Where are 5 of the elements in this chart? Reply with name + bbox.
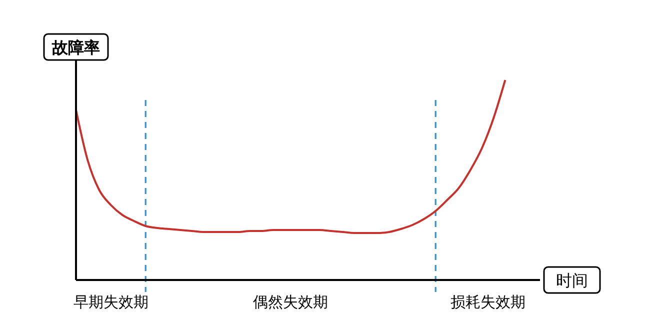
text: 损耗失效期: [450, 293, 526, 311]
text: 早期失效期: [73, 293, 148, 311]
text: 偶然失效期: [253, 293, 328, 311]
x-axis-title: 时间: [556, 271, 588, 290]
y-axis-title: 故障率: [51, 38, 100, 57]
